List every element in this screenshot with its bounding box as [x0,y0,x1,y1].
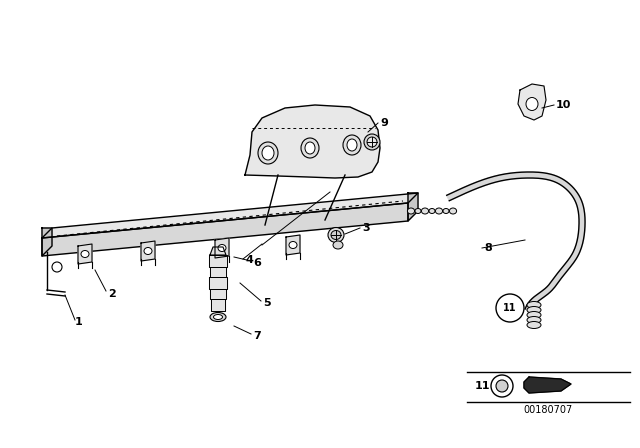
Text: 10: 10 [556,100,572,110]
Text: 2: 2 [108,289,116,299]
Ellipse shape [144,247,152,254]
Polygon shape [210,247,226,255]
Text: 4: 4 [246,255,254,265]
Circle shape [52,262,62,272]
Polygon shape [447,172,585,311]
Ellipse shape [527,302,541,309]
Ellipse shape [262,146,274,160]
Text: 3: 3 [362,223,370,233]
Ellipse shape [218,245,226,251]
Text: 1: 1 [75,317,83,327]
Polygon shape [210,289,226,299]
Polygon shape [518,84,546,120]
Polygon shape [42,193,418,238]
Ellipse shape [367,137,377,147]
Polygon shape [245,105,380,178]
Polygon shape [211,299,225,311]
Ellipse shape [289,241,297,249]
Polygon shape [78,244,92,264]
Ellipse shape [443,208,449,214]
Ellipse shape [408,208,415,214]
Polygon shape [141,241,155,261]
Text: 6: 6 [253,258,261,268]
Polygon shape [42,228,52,256]
Polygon shape [215,238,229,258]
Text: 11: 11 [503,303,516,313]
Circle shape [496,380,508,392]
Text: 00180707: 00180707 [524,405,573,415]
Ellipse shape [214,314,223,319]
Polygon shape [209,255,227,267]
Ellipse shape [258,142,278,164]
Ellipse shape [421,208,429,214]
Ellipse shape [331,231,341,240]
Text: 9: 9 [380,118,388,128]
Polygon shape [42,203,408,256]
Polygon shape [209,277,227,289]
Polygon shape [286,235,300,255]
Polygon shape [524,377,571,393]
Ellipse shape [527,316,541,323]
Ellipse shape [81,250,89,258]
Ellipse shape [449,208,456,214]
Circle shape [496,294,524,322]
Text: 8: 8 [484,243,492,253]
Ellipse shape [527,306,541,314]
Ellipse shape [527,322,541,328]
Ellipse shape [527,311,541,319]
Ellipse shape [343,135,361,155]
Polygon shape [210,267,226,277]
Ellipse shape [333,241,343,249]
Ellipse shape [526,98,538,111]
Text: 11: 11 [475,381,490,391]
Ellipse shape [347,139,357,151]
Ellipse shape [305,142,315,154]
Text: 5: 5 [263,298,271,308]
Ellipse shape [210,313,226,322]
Ellipse shape [415,208,421,214]
Circle shape [491,375,513,397]
Text: 7: 7 [253,331,260,341]
Ellipse shape [435,208,443,214]
Ellipse shape [364,134,380,150]
Ellipse shape [301,138,319,158]
Polygon shape [408,193,418,221]
Ellipse shape [328,228,344,242]
Ellipse shape [429,208,435,214]
